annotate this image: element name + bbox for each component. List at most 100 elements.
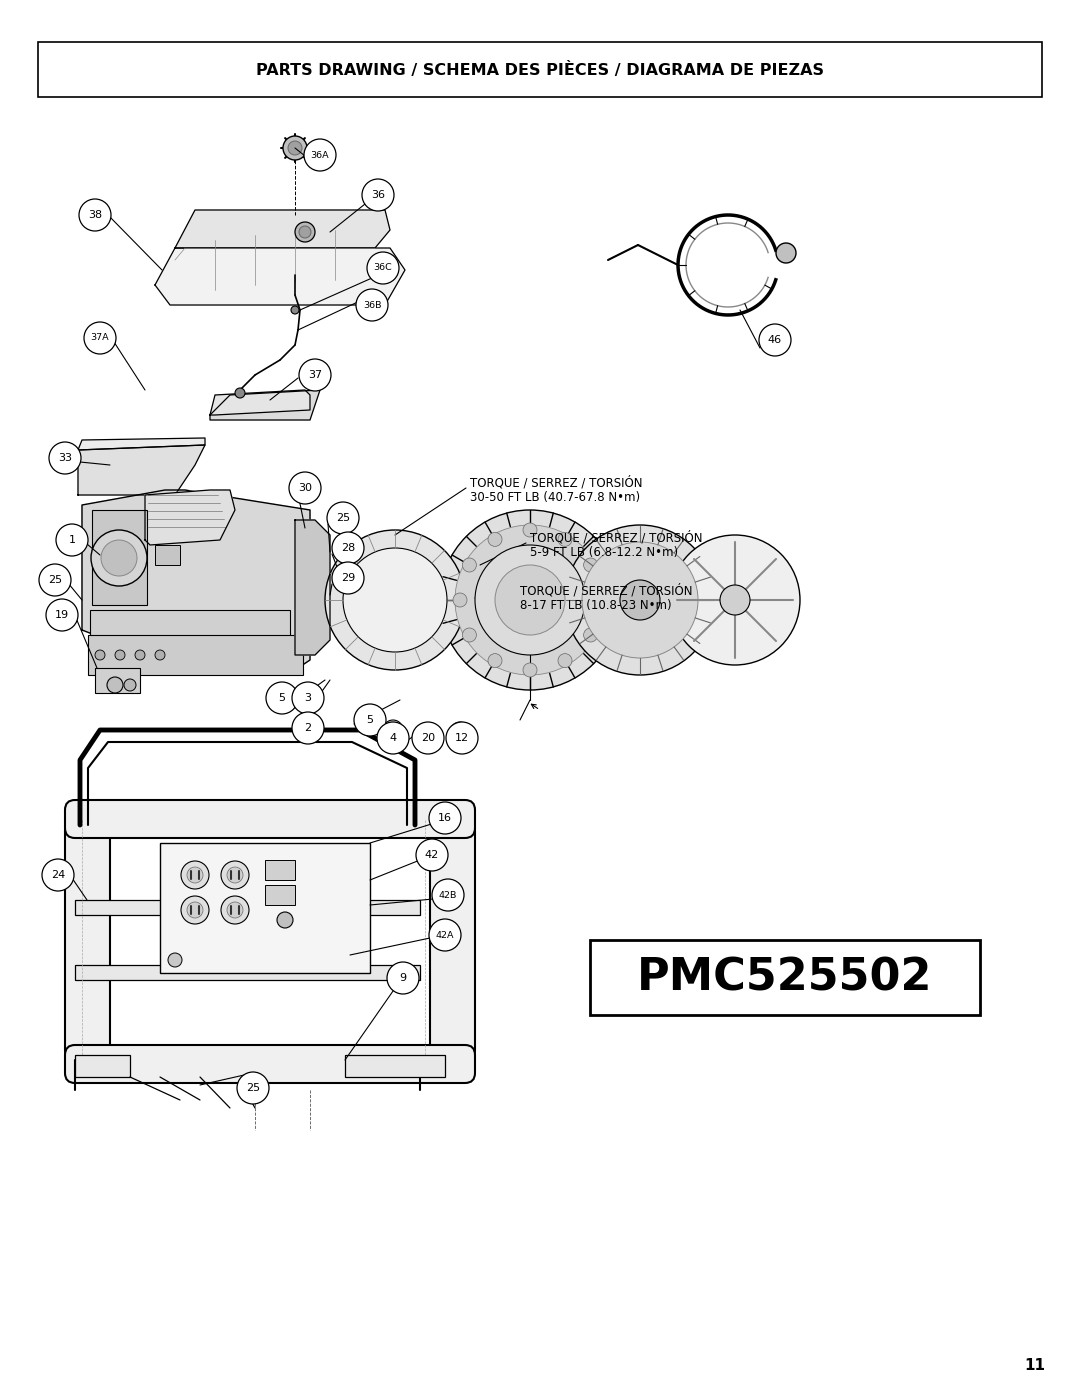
FancyBboxPatch shape — [38, 42, 1042, 96]
Circle shape — [102, 541, 137, 576]
Circle shape — [288, 141, 302, 155]
Text: 37A: 37A — [91, 334, 109, 342]
Text: 29: 29 — [341, 573, 355, 583]
Text: 42A: 42A — [435, 930, 455, 940]
Polygon shape — [78, 446, 205, 495]
Circle shape — [582, 542, 698, 658]
Circle shape — [289, 472, 321, 504]
FancyBboxPatch shape — [75, 1055, 130, 1077]
Circle shape — [720, 585, 750, 615]
Circle shape — [227, 902, 243, 918]
Circle shape — [291, 306, 299, 314]
FancyBboxPatch shape — [590, 940, 980, 1016]
Circle shape — [221, 861, 249, 888]
FancyBboxPatch shape — [430, 820, 475, 1060]
Circle shape — [455, 525, 605, 675]
Circle shape — [455, 726, 465, 738]
Circle shape — [383, 719, 403, 740]
Text: TORQUE / SERREZ / TORSIÓN
8-17 FT LB (10.8-23 N•m): TORQUE / SERREZ / TORSIÓN 8-17 FT LB (10… — [519, 584, 692, 612]
Text: 9: 9 — [400, 972, 406, 983]
Circle shape — [558, 654, 572, 668]
Circle shape — [79, 198, 111, 231]
Text: 16: 16 — [438, 813, 453, 823]
Circle shape — [583, 629, 597, 643]
Text: 5: 5 — [279, 693, 285, 703]
Polygon shape — [295, 520, 330, 655]
FancyBboxPatch shape — [90, 610, 291, 665]
Circle shape — [446, 722, 478, 754]
Circle shape — [221, 895, 249, 923]
Circle shape — [365, 715, 375, 725]
Circle shape — [423, 731, 433, 740]
Circle shape — [343, 548, 447, 652]
Circle shape — [46, 599, 78, 631]
Circle shape — [367, 251, 399, 284]
Circle shape — [670, 535, 800, 665]
Text: 46: 46 — [768, 335, 782, 345]
Circle shape — [453, 592, 467, 608]
FancyBboxPatch shape — [65, 820, 110, 1060]
Circle shape — [327, 502, 359, 534]
Text: TORQUE / SERREZ / TORSIÓN
30-50 FT LB (40.7-67.8 N•m): TORQUE / SERREZ / TORSIÓN 30-50 FT LB (4… — [470, 476, 643, 504]
Circle shape — [440, 510, 620, 690]
Text: 38: 38 — [87, 210, 103, 219]
Text: 37: 37 — [308, 370, 322, 380]
Circle shape — [84, 321, 116, 353]
Circle shape — [523, 522, 537, 536]
FancyBboxPatch shape — [160, 842, 370, 972]
Circle shape — [488, 654, 502, 668]
Text: 25: 25 — [48, 576, 62, 585]
Polygon shape — [210, 390, 310, 415]
Circle shape — [565, 525, 715, 675]
Circle shape — [523, 664, 537, 678]
FancyBboxPatch shape — [92, 510, 147, 605]
Text: PARTS DRAWING / SCHEMA DES PIÈCES / DIAGRAMA DE PIEZAS: PARTS DRAWING / SCHEMA DES PIÈCES / DIAG… — [256, 61, 824, 78]
Circle shape — [450, 722, 470, 742]
Text: 11: 11 — [1025, 1358, 1045, 1372]
Text: 1: 1 — [68, 535, 76, 545]
Text: 36B: 36B — [363, 300, 381, 310]
Text: PMC525502: PMC525502 — [637, 957, 933, 999]
FancyBboxPatch shape — [265, 861, 295, 880]
Text: 36: 36 — [372, 190, 384, 200]
FancyBboxPatch shape — [65, 800, 475, 838]
Circle shape — [181, 861, 210, 888]
Text: 19: 19 — [55, 610, 69, 620]
Circle shape — [227, 868, 243, 883]
Text: 36A: 36A — [311, 151, 329, 159]
Circle shape — [495, 564, 565, 636]
Circle shape — [462, 557, 476, 571]
Circle shape — [360, 710, 380, 731]
FancyBboxPatch shape — [75, 965, 420, 981]
Circle shape — [299, 226, 311, 237]
Circle shape — [187, 902, 203, 918]
Circle shape — [354, 704, 386, 736]
Circle shape — [299, 359, 330, 391]
Circle shape — [488, 532, 502, 546]
Circle shape — [107, 678, 123, 693]
Circle shape — [475, 545, 585, 655]
Circle shape — [181, 895, 210, 923]
Text: 33: 33 — [58, 453, 72, 462]
Circle shape — [416, 840, 448, 870]
Circle shape — [292, 682, 324, 714]
Text: 25: 25 — [246, 1083, 260, 1092]
FancyBboxPatch shape — [156, 545, 180, 564]
Text: TORQUE / SERREZ / TORSIÓN
5-9 FT LB (6.8-12.2 N•m): TORQUE / SERREZ / TORSIÓN 5-9 FT LB (6.8… — [530, 531, 702, 559]
Circle shape — [42, 859, 75, 891]
Circle shape — [237, 1071, 269, 1104]
Text: 25: 25 — [336, 513, 350, 522]
Text: 28: 28 — [341, 543, 355, 553]
Circle shape — [135, 650, 145, 659]
Text: 20: 20 — [421, 733, 435, 743]
Circle shape — [187, 868, 203, 883]
Circle shape — [362, 179, 394, 211]
FancyBboxPatch shape — [95, 668, 140, 693]
Circle shape — [283, 136, 307, 161]
Circle shape — [266, 682, 298, 714]
Circle shape — [114, 650, 125, 659]
Circle shape — [620, 580, 660, 620]
Text: 30: 30 — [298, 483, 312, 493]
Text: 36C: 36C — [374, 264, 392, 272]
Circle shape — [429, 802, 461, 834]
